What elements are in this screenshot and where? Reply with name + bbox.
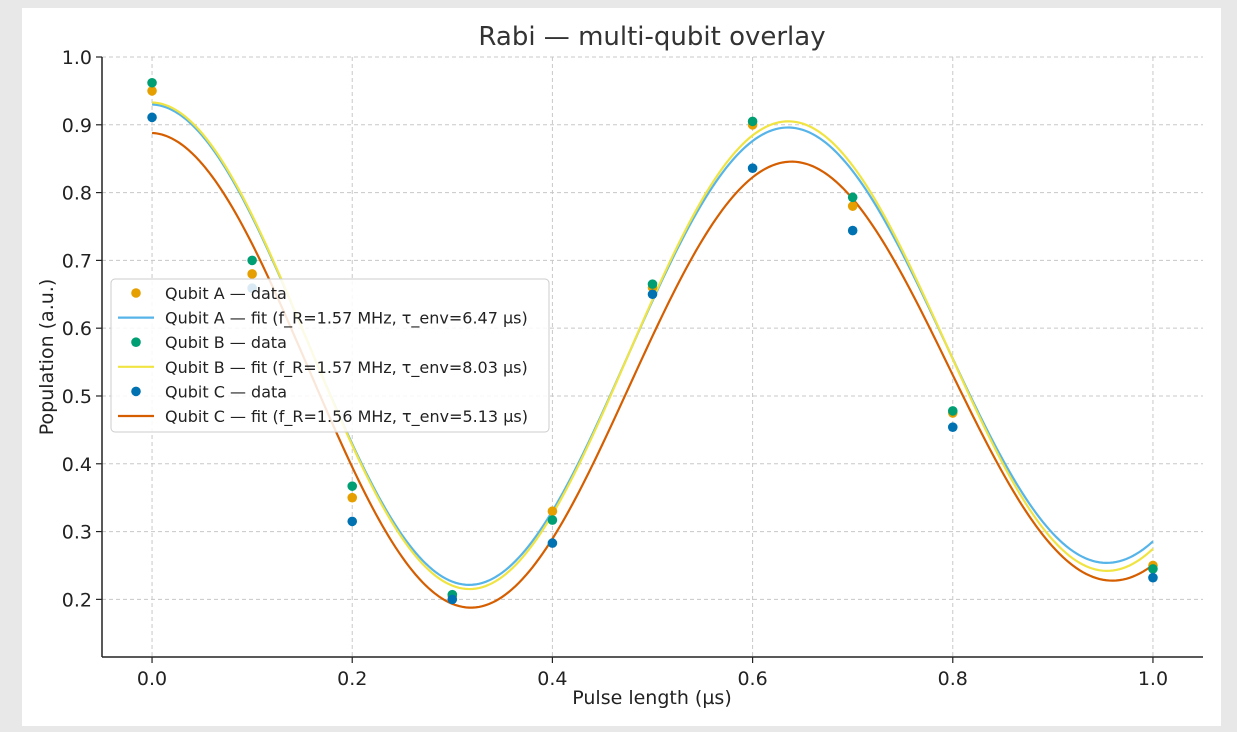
data-point-series-2: [147, 77, 157, 88]
y-tick-label: 0.9: [62, 115, 92, 137]
data-point-series-4: [847, 225, 858, 236]
x-axis-title: Pulse length (µs): [572, 687, 732, 709]
legend: Qubit A — data Qubit A — fit (f_R=1.57 MH…: [110, 278, 550, 433]
x-tick-label: 0.4: [537, 668, 567, 690]
y-tick-label: 1.0: [62, 47, 92, 69]
data-point-series-0: [847, 201, 858, 211]
data-point-series-4: [647, 289, 658, 300]
y-tick-label: 0.3: [62, 522, 92, 544]
x-tick-label: 0.0: [137, 668, 167, 690]
legend-marker: [131, 386, 141, 397]
data-point-series-0: [147, 86, 157, 96]
y-tick-label: 0.8: [62, 183, 92, 205]
data-point-series-2: [347, 481, 358, 491]
data-point-series-2: [647, 279, 658, 289]
y-tick-label: 0.2: [62, 589, 92, 611]
legend-label: Qubit B — data: [165, 333, 287, 352]
data-point-series-2: [747, 116, 758, 127]
data-point-series-4: [447, 594, 458, 605]
y-tick-label: 0.6: [62, 318, 92, 340]
figure: 0.0 0.2 0.4 0.6 0.8 1.0 0.2 0.3 0.4 0.5 0.6 0.7 0.8 0…: [22, 8, 1221, 726]
legend-box: [110, 278, 550, 433]
legend-marker: [131, 337, 141, 348]
legend-label: Qubit B — fit (f_R=1.57 MHz, τ_env=8.03 …: [165, 358, 528, 378]
y-tick-label: 0.5: [62, 386, 92, 408]
legend-label: Qubit C — data: [165, 382, 287, 401]
legend-label: Qubit A — fit (f_R=1.57 MHz, τ_env=6.47 …: [165, 309, 528, 329]
x-tick-label: 0.8: [938, 668, 968, 690]
data-point-series-2: [947, 406, 958, 416]
data-point-series-4: [1148, 572, 1158, 583]
data-point-series-4: [547, 538, 558, 548]
data-point-series-4: [947, 422, 958, 432]
y-tick-label: 0.4: [62, 454, 92, 476]
data-point-series-4: [147, 112, 157, 123]
axes: [101, 57, 1203, 658]
data-point-series-4: [347, 516, 358, 527]
data-point-series-2: [247, 255, 257, 266]
data-point-series-0: [247, 269, 257, 279]
data-point-series-4: [747, 163, 758, 173]
y-axis-title: Population (a.u.): [36, 279, 58, 435]
ticks: 0.0 0.2 0.4 0.6 0.8 1.0 0.2 0.3 0.4 0.5 0.6 0.7 0.8 0…: [62, 47, 1168, 690]
legend-label: Qubit A — data: [165, 284, 287, 303]
data-point-series-0: [547, 506, 558, 517]
legend-marker: [131, 288, 141, 298]
y-tick-label: 0.7: [62, 250, 92, 272]
data-point-series-2: [847, 192, 858, 203]
data-point-series-2: [547, 515, 558, 525]
data-point-series-0: [347, 492, 358, 503]
x-tick-label: 1.0: [1138, 668, 1168, 690]
legend-label: Qubit C — fit (f_R=1.56 MHz, τ_env=5.13 …: [165, 407, 528, 427]
chart-title: Rabi — multi-qubit overlay: [478, 22, 825, 52]
data-point-series-2: [1148, 564, 1158, 574]
x-tick-label: 0.6: [737, 668, 767, 690]
x-tick-label: 0.2: [337, 668, 367, 690]
rabi-chart: 0.0 0.2 0.4 0.6 0.8 1.0 0.2 0.3 0.4 0.5 0.6 0.7 0.8 0…: [36, 22, 1203, 709]
